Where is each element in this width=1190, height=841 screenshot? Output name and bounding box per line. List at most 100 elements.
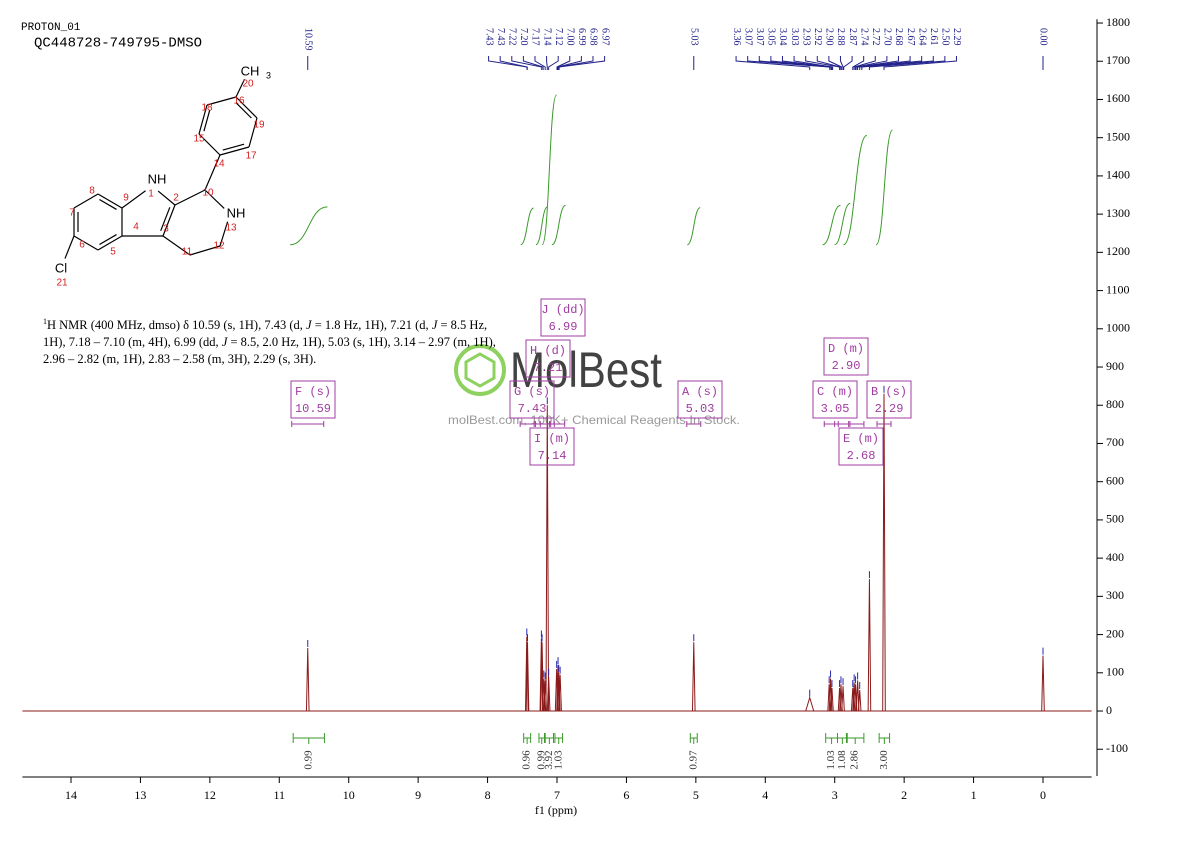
multiplet-box <box>290 380 336 419</box>
integral-bracket <box>544 733 555 744</box>
integral-curve <box>541 94 558 246</box>
multiplet-shift: 2.29 <box>875 402 904 416</box>
x-tick-label: 3 <box>832 788 838 802</box>
peak-label: 2.61 <box>928 28 939 46</box>
atom-number: 6 <box>79 240 85 251</box>
integral-bracket <box>846 733 865 744</box>
desc-part: H NMR (400 MHz, dmso) δ 10.59 (s, 1H), 7… <box>47 318 307 333</box>
peak-label: 7.14 <box>541 28 552 46</box>
peak-label-line <box>548 56 559 70</box>
peak-label-line <box>853 56 876 70</box>
peak-label: 2.64 <box>916 28 927 46</box>
integral-value: 1.03 <box>825 750 837 770</box>
multiplet-shift: 6.99 <box>549 320 578 334</box>
peak-label-line <box>557 56 582 70</box>
peak-label: 6.97 <box>599 28 610 46</box>
peak <box>545 405 550 712</box>
multiplet-box <box>509 380 555 419</box>
peak-label-line <box>522 56 544 70</box>
multiplet-shift: 7.14 <box>538 449 567 463</box>
atom-number: 11 <box>182 247 193 258</box>
y-tick-label: 1500 <box>1106 129 1130 143</box>
bond <box>204 189 225 209</box>
atom-label: NH <box>227 205 246 220</box>
multiplet-box <box>677 380 723 419</box>
peak-label-line <box>556 56 571 70</box>
peak-label-line <box>534 56 546 70</box>
y-tick-label: 300 <box>1106 588 1124 602</box>
x-tick-label: 2 <box>901 788 907 802</box>
atom-number: 16 <box>233 96 245 107</box>
spectrum <box>22 385 1092 712</box>
peak-label-line <box>816 56 841 70</box>
integral-curve <box>687 207 701 246</box>
peak-label-line <box>868 56 946 70</box>
y-tick-label: 1800 <box>1106 15 1130 29</box>
multiplet-shift: 3.05 <box>821 402 850 416</box>
multiplet-box <box>812 380 858 419</box>
bond <box>64 235 75 259</box>
x-tick-label: 5 <box>693 788 699 802</box>
peak-label: 3.07 <box>754 28 765 46</box>
atom-number: 2 <box>173 193 179 204</box>
peak-label-line <box>859 56 923 70</box>
peak <box>525 642 530 712</box>
integral-curve <box>551 204 566 246</box>
integral-bracket <box>689 733 698 744</box>
x-tick-label: 11 <box>274 788 286 802</box>
peak-label: 2.74 <box>858 28 869 46</box>
multiplet-name: B (s) <box>871 385 907 399</box>
bond <box>73 193 99 209</box>
multiplet-bracket <box>876 421 892 427</box>
bond-inner <box>99 198 117 210</box>
integral-bracket <box>836 733 848 744</box>
integral-bracket <box>523 733 532 744</box>
peak <box>841 686 845 712</box>
x-tick-label: 7 <box>554 788 560 802</box>
peak-label: 0.00 <box>1038 28 1049 46</box>
peak-label: 3.04 <box>777 28 788 46</box>
peak-label-line <box>558 56 606 70</box>
y-tick-label: -100 <box>1106 741 1128 755</box>
integral-value: 2.86 <box>849 750 861 770</box>
integral-curve <box>535 206 548 246</box>
peak <box>305 647 310 712</box>
multiplet-shift: 2.68 <box>847 449 876 463</box>
y-tick-label: 400 <box>1106 550 1124 564</box>
atom-number: 9 <box>123 193 129 204</box>
peak-label-line <box>770 56 832 70</box>
peak <box>867 579 872 712</box>
integral-value: 1.08 <box>836 750 848 770</box>
peak-label: 6.98 <box>588 28 599 46</box>
multiplet-box <box>529 427 575 466</box>
peak <box>558 674 562 712</box>
multiplet-box <box>525 339 571 378</box>
multiplet-box <box>838 427 884 466</box>
multiplet-name: G (s) <box>514 385 550 399</box>
x-tick-label: 13 <box>134 788 146 802</box>
bond <box>162 235 191 256</box>
peak-label: 2.93 <box>800 28 811 46</box>
desc-part: J <box>431 318 438 333</box>
peak-label: 7.20 <box>518 28 529 46</box>
multiplet-name: E (m) <box>843 432 879 446</box>
y-tick-label: 1200 <box>1106 244 1130 258</box>
atom-number: 15 <box>193 134 205 145</box>
y-tick-label: 700 <box>1106 435 1124 449</box>
atom-number: 13 <box>225 223 237 234</box>
peak-label-line <box>856 56 899 70</box>
y-tick-label: 1600 <box>1106 91 1130 105</box>
bond <box>235 96 258 119</box>
peak <box>1041 655 1045 712</box>
atom-label: NH <box>148 171 167 186</box>
multiplet-bracket <box>539 421 555 427</box>
integral-bracket <box>878 733 891 744</box>
bond <box>162 204 176 237</box>
nmr-description: 1H NMR (400 MHz, dmso) δ 10.59 (s, 1H), … <box>43 313 511 368</box>
bond <box>73 235 99 251</box>
peak <box>691 642 696 712</box>
multiplet-bracket <box>849 421 865 427</box>
peak-label-line <box>843 56 853 70</box>
